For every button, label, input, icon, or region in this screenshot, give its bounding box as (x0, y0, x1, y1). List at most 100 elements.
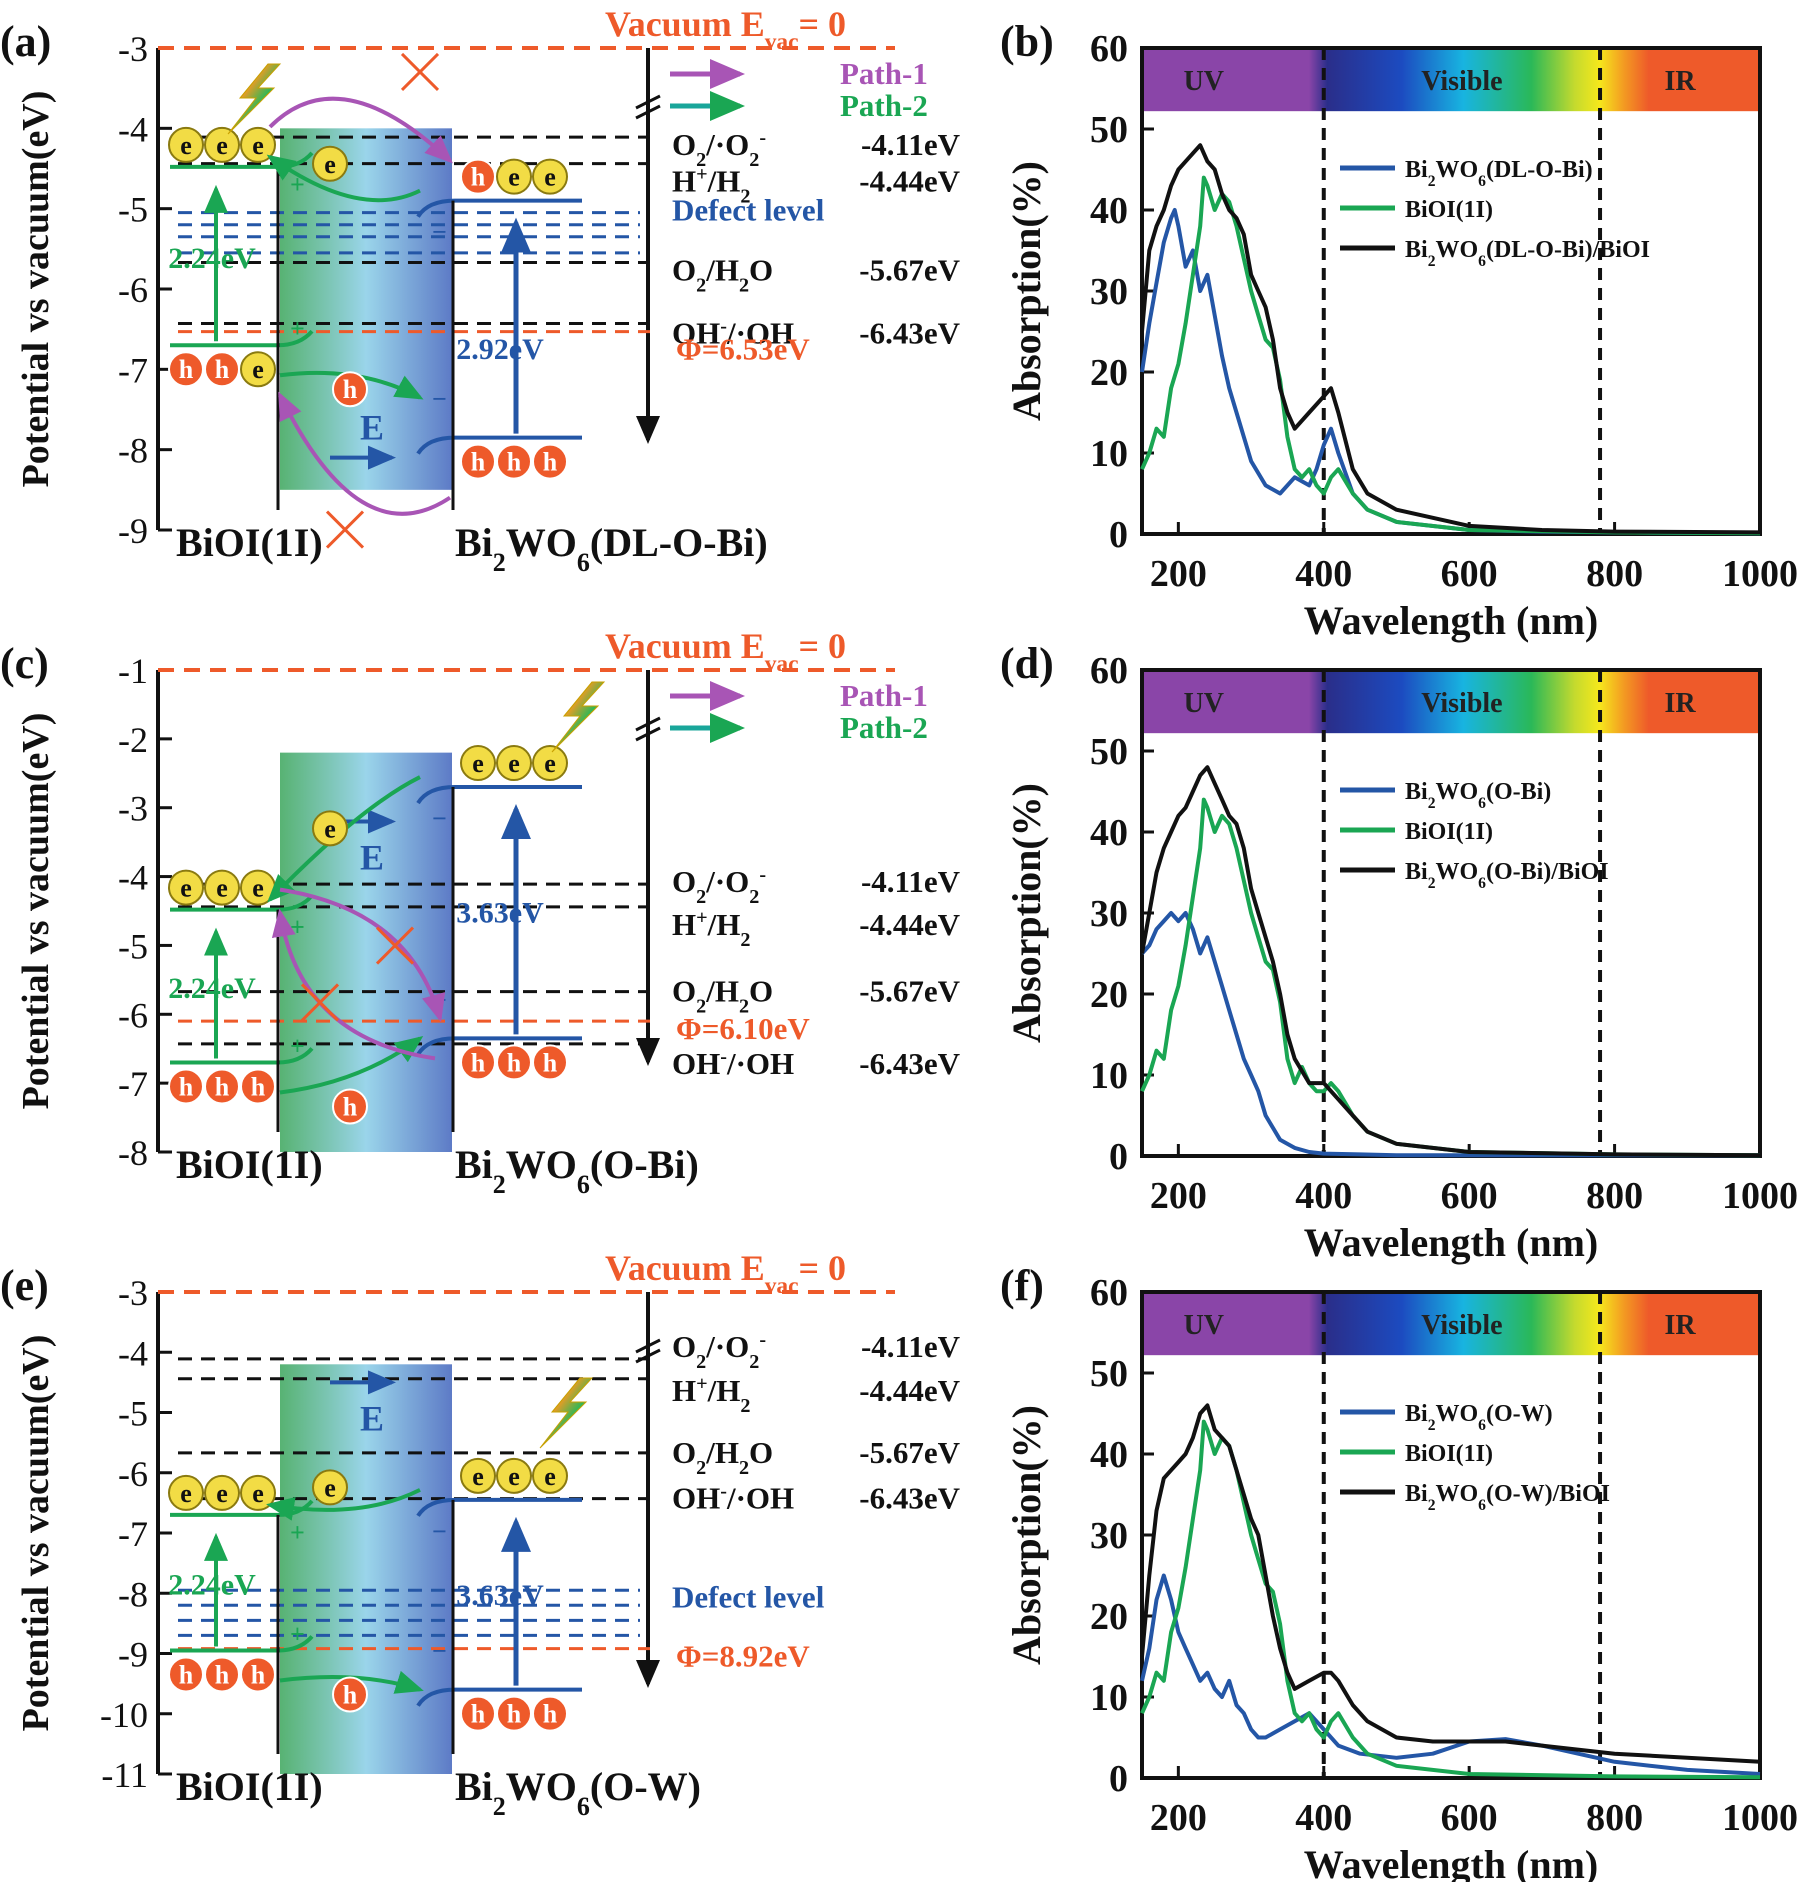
hole-icon: h (168, 1656, 204, 1693)
y-tick-label: -6 (118, 270, 148, 310)
electron-circle (496, 1457, 532, 1494)
y-axis-label: Potential vs vacuum(eV) (15, 713, 57, 1110)
redox-couple-label: O2/H2O (672, 1435, 773, 1479)
text-span: (O-Bi) (590, 1142, 699, 1187)
hole-label: h (179, 1072, 194, 1101)
text-span: 2 (749, 149, 759, 171)
panel-tag: (f) (1000, 1261, 1044, 1310)
negative-charge: − (432, 218, 447, 247)
x-tick-label: 400 (1295, 1797, 1352, 1839)
electron-icon: e (168, 869, 204, 906)
y-tick-label: -4 (118, 1333, 148, 1373)
visible-label: Visible (1421, 1310, 1502, 1341)
text-span: WO (1435, 779, 1478, 805)
text-span: 2 (749, 886, 759, 908)
electron-icon: e (496, 158, 532, 195)
text-span: Bi (1405, 237, 1428, 263)
hole-icon: h (460, 1044, 496, 1081)
hole-icon: h (204, 1068, 240, 1105)
text-span: OH (672, 316, 720, 351)
text-span: 2 (1428, 253, 1436, 270)
text-span: /·O (705, 864, 749, 899)
electron-icon: e (204, 126, 240, 163)
y-tick-label: -8 (118, 431, 148, 471)
text-span: 6 (1478, 253, 1486, 270)
text-span: Bi (1405, 779, 1428, 805)
y-axis-label: Absorption(%) (1004, 783, 1049, 1043)
y-tick-label: 20 (1090, 352, 1128, 394)
y-tick-label: -11 (101, 1755, 148, 1795)
positive-charge: + (290, 913, 305, 942)
legend-label: Bi2WO6(O-W)/BiOI (1405, 1481, 1610, 1514)
x-tick-label: 1000 (1722, 1797, 1798, 1839)
panel-tag: (d) (1000, 639, 1054, 688)
text-span: + (696, 1373, 707, 1395)
hole-icon: h (204, 351, 240, 388)
hole-circle (460, 158, 496, 195)
cross-stroke (375, 926, 415, 965)
electron-label: e (252, 355, 264, 384)
text-span: BiOI(1I) (1405, 819, 1493, 845)
text-span: (O-Bi)/BiOI (1486, 859, 1609, 885)
redox-couple-label: OH-/·OH (672, 1046, 794, 1081)
heterojunction-region (280, 1364, 452, 1774)
text-span: 2 (493, 548, 506, 577)
text-span: /H (707, 1373, 741, 1408)
positive-charge: + (290, 314, 305, 343)
hole-label: h (471, 1700, 486, 1729)
spectrum-band (1142, 1292, 1760, 1356)
panel-tag: (e) (0, 1261, 49, 1310)
bi2wo6-cb-bend (416, 198, 456, 218)
bioi-bandgap-label: 2.24eV (168, 972, 256, 1005)
text-span: = 0 (799, 626, 847, 666)
light-bolt-icon (227, 63, 282, 135)
electron-label: e (216, 1479, 228, 1508)
text-span: 6 (577, 1792, 590, 1821)
text-span: + (696, 907, 707, 929)
vacuum-label: Vacuum Evac= 0 (605, 1248, 846, 1299)
hole-circle (496, 1695, 532, 1732)
electron-label: e (508, 163, 520, 192)
redox-potential-value: -4.11eV (861, 127, 961, 162)
text-span: 2 (739, 274, 749, 296)
band-panel-e: (e)Potential vs vacuum(eV)-3-4-5-6-7-8-9… (0, 1248, 961, 1821)
text-span: /H (705, 1435, 739, 1470)
redox-couple-label: H+/H2 (672, 907, 750, 951)
spectrum-band (1142, 670, 1760, 734)
bioi-bandgap-label: 2.24eV (168, 242, 256, 275)
text-span: Bi (455, 520, 493, 565)
hole-label: h (251, 1072, 266, 1101)
path1-electron-transfer (279, 887, 446, 1023)
positive-charge: + (290, 1619, 305, 1648)
redox-couple-label: H+/H2 (672, 1373, 750, 1417)
text-span: = 0 (799, 4, 847, 44)
y-tick-label: 40 (1090, 1434, 1128, 1476)
electron-label: e (216, 131, 228, 160)
bioi-label: BiOI(1I) (176, 1764, 323, 1809)
hole-circle (240, 1068, 276, 1105)
hole-circle (332, 1676, 368, 1713)
text-span: Bi (1405, 1481, 1428, 1507)
field-label: E (360, 408, 384, 448)
text-span: vac (765, 1273, 799, 1299)
text-span: 6 (1478, 173, 1486, 190)
redox-potential-value: -6.43eV (859, 316, 960, 351)
panel-tag: (b) (1000, 17, 1054, 66)
hole-circle (240, 1656, 276, 1693)
hole-icon: h (460, 443, 496, 480)
spectrum-band (1142, 48, 1760, 112)
bioi-label: BiOI(1I) (176, 1142, 323, 1187)
text-span: - (720, 1481, 727, 1503)
text-span: - (759, 127, 766, 149)
bioi-label: BiOI(1I) (176, 520, 323, 565)
x-axis-label: Wavelength (nm) (1304, 1220, 1598, 1265)
path1-label: Path-1 (840, 56, 928, 91)
hole-label: h (471, 1048, 486, 1077)
electron-label: e (324, 814, 336, 843)
hole-circle (532, 1695, 568, 1732)
band-panel-a: (a)Potential vs vacuum(eV)-3-4-5-6-7-8-9… (0, 4, 961, 577)
y-tick-label: -6 (118, 1454, 148, 1494)
ir-label: IR (1664, 688, 1696, 719)
text-span: O (749, 974, 773, 1009)
